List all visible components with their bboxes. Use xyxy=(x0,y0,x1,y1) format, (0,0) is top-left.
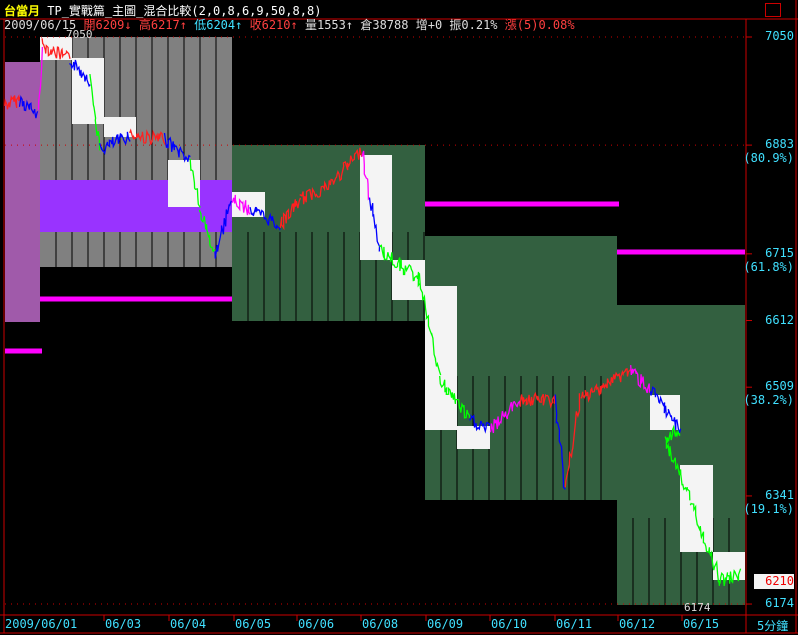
x-tick-label: 06/03 xyxy=(105,617,142,631)
price-line-segment xyxy=(69,59,91,88)
price-line-segment xyxy=(37,46,44,110)
price-line-segment xyxy=(198,209,216,253)
price-line-segment xyxy=(649,386,682,434)
price-line-segment xyxy=(689,502,721,586)
quote-info-bar: 2009/06/15 開6209↓ 高6217↑ 低6204↑ 收6210↑ 量… xyxy=(4,16,575,33)
purple-band xyxy=(40,180,232,232)
fib-percent-label: (38.2%) xyxy=(743,393,794,408)
price-line-segment xyxy=(468,414,491,434)
price-line-segment xyxy=(379,244,421,288)
fib-percent-label: (80.9%) xyxy=(743,151,794,166)
price-line-segment xyxy=(163,132,191,163)
volume-arrow-icon: ↑ xyxy=(345,18,354,32)
x-tick-label: 06/12 xyxy=(619,617,656,631)
y-tick-value: 7050 xyxy=(765,29,794,43)
candle-body xyxy=(360,155,392,260)
y-tick-label: 6341 (19.1%) xyxy=(743,488,794,516)
y-tick-label: 7050 xyxy=(765,29,794,43)
open-value: 開6209 xyxy=(83,18,125,32)
y-tick-label: 6715 (61.8%) xyxy=(743,246,794,274)
price-line-segment xyxy=(189,158,201,208)
x-tick-label: 2009/06/01 xyxy=(5,617,78,631)
price-line-segment xyxy=(418,273,442,376)
x-tick-label: 06/11 xyxy=(556,617,593,631)
candle-body xyxy=(425,286,457,430)
price-line-segment xyxy=(368,197,381,252)
price-line-segment xyxy=(99,131,131,155)
price-line-segment xyxy=(564,393,581,488)
y-tick-value: 6174 xyxy=(765,596,794,611)
price-line-segment xyxy=(519,391,556,409)
candle-body xyxy=(457,426,490,449)
y-tick-value: 6715 xyxy=(765,245,794,260)
low-arrow-icon: ↑ xyxy=(235,18,243,32)
title-bar: 台當月 TP_實戰篇_主圖_混合比較(2,0,8,6,9,50,8,8) xyxy=(4,2,321,19)
price-line-segment xyxy=(249,206,281,231)
price-line-segment xyxy=(214,200,232,259)
symbol-label: 台當月 xyxy=(4,4,41,18)
open-arrow-icon: ↓ xyxy=(124,18,132,32)
y-tick-label: 6883 (80.9%) xyxy=(743,137,794,165)
price-line-segment xyxy=(89,74,101,151)
y-tick-value: 6612 xyxy=(765,312,794,327)
price-line-segment xyxy=(554,394,566,490)
indicator-label: TP_實戰篇_主圖_混合比較(2,0,8,6,9,50,8,8) xyxy=(47,4,322,18)
price-line-segment xyxy=(580,367,632,403)
close-arrow-icon: ↑ xyxy=(290,18,298,32)
price-line-segment xyxy=(41,38,71,60)
x-tick-label: 06/15 xyxy=(683,617,720,631)
candle-body xyxy=(168,160,200,207)
x-tick-label: 06/08 xyxy=(362,617,399,631)
candle-body xyxy=(680,465,713,552)
y-tick-label: 6612 xyxy=(765,313,794,327)
low-value: 低6204 xyxy=(194,18,236,32)
price-line-segment xyxy=(439,375,471,419)
price-line-segment xyxy=(489,400,521,434)
x-tick-label: 06/10 xyxy=(491,617,528,631)
high-value: 高6217 xyxy=(138,18,180,32)
current-price-tag: 6210 xyxy=(754,574,794,589)
low-marker: 6174 xyxy=(684,601,711,614)
price-line-segment xyxy=(361,150,371,201)
y-tick-value: 6509 xyxy=(765,379,794,394)
window-maximize-icon[interactable] xyxy=(765,3,781,17)
y-tick-label: 6174 xyxy=(765,596,794,610)
price-line-segment xyxy=(18,95,39,119)
fib-percent-label: (19.1%) xyxy=(743,501,794,516)
high-arrow-icon: ↑ xyxy=(179,18,187,32)
timeframe-label[interactable]: 5分鐘 xyxy=(757,619,789,633)
y-tick-value: 6341 xyxy=(765,487,794,502)
volume-value: 量1553 xyxy=(304,18,346,32)
price-line-segment xyxy=(231,194,251,216)
fib-percent-label: (61.8%) xyxy=(743,259,794,274)
rise-value: 漲(5)0.08% xyxy=(504,18,575,32)
y-tick-value: 6883 xyxy=(765,137,794,152)
price-line-segment xyxy=(4,94,21,110)
price-line-segment xyxy=(719,568,742,586)
price-line-segment xyxy=(665,437,691,501)
x-tick-label: 06/09 xyxy=(427,617,464,631)
close-value: 收6210 xyxy=(249,18,291,32)
change-value: 增+0 xyxy=(415,18,443,32)
amplitude-value: 振0.21% xyxy=(449,18,498,32)
x-tick-label: 06/05 xyxy=(235,617,272,631)
x-tick-label: 06/04 xyxy=(170,617,207,631)
high-marker: 7050 xyxy=(66,28,93,41)
open-interest-value: 倉38788 xyxy=(360,18,409,32)
y-tick-label: 6509 (38.2%) xyxy=(743,379,794,407)
price-line-segment xyxy=(630,365,651,394)
price-line-segment xyxy=(329,147,363,185)
x-tick-label: 06/06 xyxy=(298,617,335,631)
price-line-segment xyxy=(279,197,302,231)
quote-date: 2009/06/15 xyxy=(4,18,77,32)
price-line-segment xyxy=(299,180,332,205)
price-line-segment xyxy=(664,424,681,443)
price-line-segment xyxy=(129,128,167,146)
